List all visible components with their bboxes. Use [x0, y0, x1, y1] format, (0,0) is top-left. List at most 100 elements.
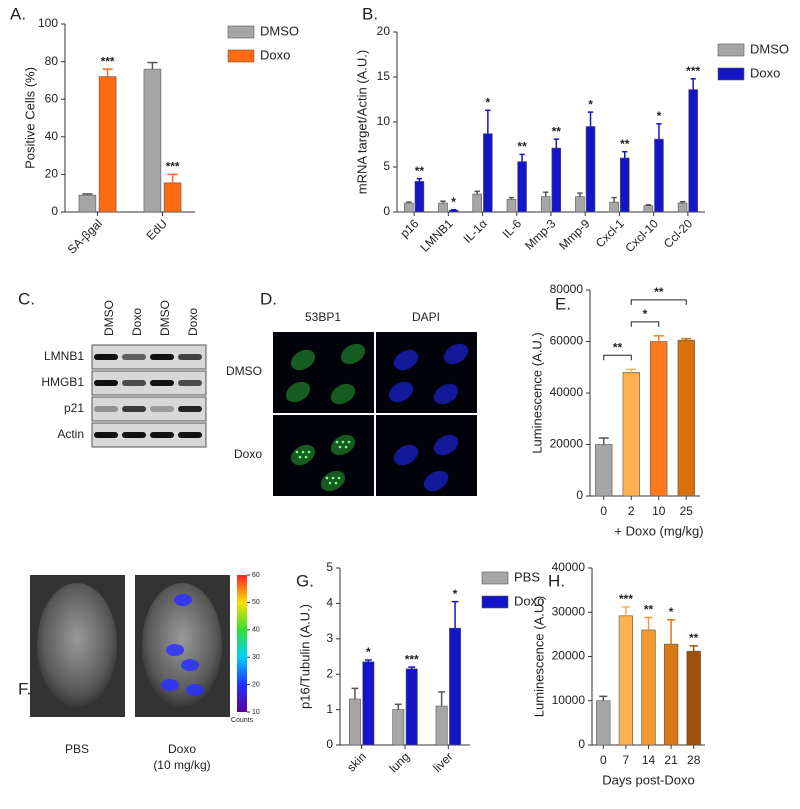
colorbar-tick-label: 50 — [252, 599, 260, 606]
legend-label: DMSO — [750, 41, 789, 56]
focus — [308, 451, 311, 454]
x-tick-label: Mmp-3 — [522, 216, 559, 253]
x-tick-label: p16 — [397, 216, 421, 240]
bar — [623, 372, 640, 496]
x-tick-label: 10 — [652, 504, 666, 518]
panel-letter: H. — [548, 571, 565, 590]
significance: * — [366, 645, 371, 659]
x-tick-label: Cxcl-10 — [622, 216, 661, 255]
significance: * — [588, 97, 593, 111]
bar — [575, 197, 584, 212]
x-tick-label: 21 — [664, 753, 678, 767]
lane-label: Doxo — [186, 308, 200, 336]
bar — [518, 162, 527, 212]
bar — [552, 148, 561, 212]
error-bar — [690, 646, 698, 651]
group-label: Doxo — [168, 742, 196, 756]
band — [122, 432, 146, 438]
signal — [186, 684, 204, 696]
y-tick-label: 5 — [326, 560, 333, 574]
y-tick-label: 40000 — [550, 385, 584, 399]
error-bar — [519, 154, 524, 161]
bar — [363, 662, 374, 745]
focus — [296, 451, 299, 454]
colorbar — [237, 575, 247, 712]
legend-swatch — [482, 596, 508, 608]
error-bar — [543, 192, 548, 197]
significance: *** — [686, 64, 700, 78]
bar — [99, 77, 116, 212]
y-tick-label: 4 — [326, 596, 333, 610]
y-tick-label: 0 — [578, 737, 585, 751]
significance: ** — [620, 137, 630, 151]
significance: ** — [644, 603, 654, 617]
error-bar — [147, 63, 157, 70]
x-tick-label: LMNB1 — [418, 216, 456, 254]
error-bar — [554, 139, 559, 148]
focus — [329, 482, 332, 485]
band — [150, 380, 174, 386]
y-tick-label: 0 — [383, 204, 390, 218]
bar — [610, 202, 619, 212]
significance: * — [453, 587, 458, 601]
bar — [415, 181, 424, 212]
x-tick-label: IL-6 — [500, 216, 525, 241]
significance: * — [669, 605, 674, 619]
legend-swatch — [228, 26, 254, 38]
focus — [336, 441, 339, 444]
band — [94, 380, 118, 386]
focus — [332, 477, 335, 480]
bar — [541, 197, 550, 212]
row-label: DMSO — [226, 364, 262, 378]
focus — [326, 477, 329, 480]
x-tick-label: 0 — [600, 504, 607, 518]
error-bar — [352, 688, 359, 699]
legend-swatch — [718, 44, 744, 56]
error-bar — [167, 174, 177, 182]
bar — [349, 699, 360, 745]
legend-label: DMSO — [260, 23, 299, 38]
bar — [678, 203, 687, 212]
focus — [345, 446, 348, 449]
x-tick-label: 28 — [687, 753, 701, 767]
y-tick-label: 1 — [326, 702, 333, 716]
significance: ** — [552, 124, 562, 138]
significance: * — [486, 95, 491, 109]
bracket — [631, 322, 659, 327]
significance: *** — [619, 592, 633, 606]
bar — [596, 701, 610, 745]
bar — [164, 183, 181, 212]
error-bar — [452, 602, 459, 629]
y-axis-label: Luminescence (A.U.) — [529, 332, 544, 453]
panel-letter: D. — [260, 289, 277, 308]
x-tick-label: IL-1α — [460, 216, 489, 245]
legend-label: PBS — [514, 569, 540, 584]
error-bar — [626, 369, 636, 372]
y-tick-label: 80000 — [550, 282, 584, 296]
band — [122, 406, 146, 412]
error-bar — [622, 607, 630, 616]
x-tick-label: lung — [386, 749, 412, 775]
y-tick-label: 2 — [326, 666, 333, 680]
error-bar — [691, 79, 696, 90]
lane-label: DMSO — [102, 300, 116, 336]
x-axis-label: Days post-Doxo — [602, 772, 694, 787]
significance: * — [451, 195, 456, 209]
error-bar — [417, 179, 422, 182]
y-tick-label: 40 — [45, 129, 59, 143]
focus — [302, 451, 305, 454]
signal — [181, 659, 199, 671]
legend-swatch — [718, 68, 744, 80]
signal — [161, 679, 179, 691]
bar — [687, 651, 701, 745]
lane-label: Doxo — [130, 308, 144, 336]
legend-swatch — [228, 50, 254, 62]
bar — [620, 158, 629, 212]
bar — [595, 445, 612, 497]
panel-letter: E. — [555, 294, 571, 313]
dose-label: (10 mg/kg) — [153, 758, 210, 772]
y-tick-label: 0 — [576, 488, 583, 502]
x-tick-label: Ccl-20 — [661, 216, 696, 251]
